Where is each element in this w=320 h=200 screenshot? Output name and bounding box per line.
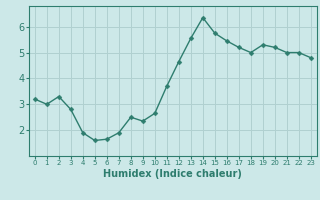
X-axis label: Humidex (Indice chaleur): Humidex (Indice chaleur) — [103, 169, 242, 179]
